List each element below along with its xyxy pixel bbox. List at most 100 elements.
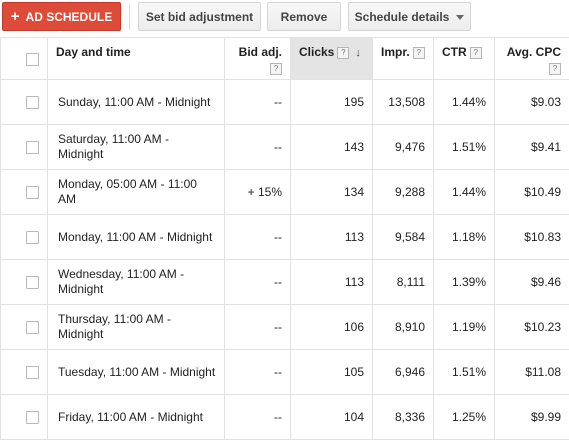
- bid-adj-cell[interactable]: --: [225, 350, 291, 395]
- table-row: Saturday, 11:00 AM - Midnight -- 143 9,4…: [1, 125, 569, 170]
- ctr-cell: 1.51%: [434, 350, 495, 395]
- row-checkbox[interactable]: [26, 366, 39, 379]
- help-icon[interactable]: ?: [549, 63, 561, 75]
- row-checkbox[interactable]: [26, 141, 39, 154]
- bid-adj-cell[interactable]: --: [225, 305, 291, 350]
- row-checkbox-cell: [1, 170, 48, 215]
- avg-cpc-cell: $11.08: [495, 350, 569, 395]
- table-row: Monday, 11:00 AM - Midnight -- 113 9,584…: [1, 215, 569, 260]
- help-icon[interactable]: ?: [270, 63, 282, 75]
- select-all-checkbox[interactable]: [26, 53, 39, 66]
- clicks-cell: 104: [291, 395, 373, 440]
- table-row: Wednesday, 11:00 AM - Midnight -- 113 8,…: [1, 260, 569, 305]
- ctr-cell: 1.44%: [434, 170, 495, 215]
- toolbar-divider: [129, 4, 130, 30]
- day-time-cell: Friday, 11:00 AM - Midnight: [48, 395, 225, 440]
- plus-icon: +: [11, 9, 20, 24]
- row-checkbox-cell: [1, 395, 48, 440]
- row-checkbox-cell: [1, 215, 48, 260]
- bid-adj-cell[interactable]: --: [225, 260, 291, 305]
- impr-cell: 9,288: [373, 170, 434, 215]
- ad-schedule-table: Day and time Bid adj. ? Clicks?↓ Impr.? …: [0, 37, 569, 440]
- help-icon[interactable]: ?: [470, 47, 482, 59]
- ctr-cell: 1.25%: [434, 395, 495, 440]
- day-time-cell: Thursday, 11:00 AM - Midnight: [48, 305, 225, 350]
- avg-cpc-cell: $10.23: [495, 305, 569, 350]
- clicks-cell: 106: [291, 305, 373, 350]
- table-row: Monday, 05:00 AM - 11:00 AM + 15% 134 9,…: [1, 170, 569, 215]
- bid-adj-header-label: Bid adj.: [233, 45, 282, 59]
- clicks-cell: 113: [291, 260, 373, 305]
- row-checkbox[interactable]: [26, 411, 39, 424]
- avg-cpc-cell: $10.49: [495, 170, 569, 215]
- bid-adj-cell[interactable]: --: [225, 215, 291, 260]
- row-checkbox[interactable]: [26, 96, 39, 109]
- select-all-cell: [1, 38, 48, 80]
- clicks-cell: 195: [291, 80, 373, 125]
- row-checkbox-cell: [1, 260, 48, 305]
- column-header-clicks[interactable]: Clicks? ↓: [291, 38, 373, 80]
- bid-adj-cell[interactable]: --: [225, 395, 291, 440]
- clicks-cell: 134: [291, 170, 373, 215]
- add-schedule-button[interactable]: + AD SCHEDULE: [2, 2, 121, 31]
- help-icon[interactable]: ?: [337, 47, 349, 59]
- column-header-day-time[interactable]: Day and time: [48, 38, 225, 80]
- day-time-cell: Monday, 11:00 AM - Midnight: [48, 215, 225, 260]
- row-checkbox-cell: [1, 350, 48, 395]
- day-time-header-label: Day and time: [56, 45, 131, 59]
- row-checkbox[interactable]: [26, 186, 39, 199]
- row-checkbox[interactable]: [26, 321, 39, 334]
- avg-cpc-cell: $9.46: [495, 260, 569, 305]
- ctr-header-label: CTR: [442, 45, 467, 59]
- clicks-header-label: Clicks: [299, 45, 334, 59]
- impr-cell: 13,508: [373, 80, 434, 125]
- impr-cell: 8,111: [373, 260, 434, 305]
- chevron-down-icon: [456, 15, 464, 20]
- impr-cell: 8,910: [373, 305, 434, 350]
- toolbar: + AD SCHEDULE Set bid adjustment Remove …: [0, 0, 569, 36]
- help-icon[interactable]: ?: [413, 47, 425, 59]
- ctr-cell: 1.39%: [434, 260, 495, 305]
- sort-descending-icon: ↓: [355, 47, 361, 59]
- table-row: Sunday, 11:00 AM - Midnight -- 195 13,50…: [1, 80, 569, 125]
- clicks-cell: 113: [291, 215, 373, 260]
- impr-cell: 9,476: [373, 125, 434, 170]
- clicks-cell: 143: [291, 125, 373, 170]
- header-row: Day and time Bid adj. ? Clicks?↓ Impr.? …: [1, 38, 569, 80]
- ctr-cell: 1.44%: [434, 80, 495, 125]
- column-header-bid-adj[interactable]: Bid adj. ?: [225, 38, 291, 80]
- table-row: Thursday, 11:00 AM - Midnight -- 106 8,9…: [1, 305, 569, 350]
- day-time-cell: Monday, 05:00 AM - 11:00 AM: [48, 170, 225, 215]
- clicks-cell: 105: [291, 350, 373, 395]
- bid-adj-cell[interactable]: --: [225, 80, 291, 125]
- add-schedule-label: AD SCHEDULE: [26, 10, 113, 24]
- ctr-cell: 1.19%: [434, 305, 495, 350]
- impr-header-label: Impr.: [381, 45, 410, 59]
- remove-label: Remove: [281, 10, 328, 24]
- schedule-details-dropdown[interactable]: Schedule details: [348, 2, 471, 31]
- schedule-details-label: Schedule details: [355, 10, 450, 24]
- day-time-cell: Tuesday, 11:00 AM - Midnight: [48, 350, 225, 395]
- bid-adj-cell[interactable]: + 15%: [225, 170, 291, 215]
- row-checkbox-cell: [1, 80, 48, 125]
- day-time-cell: Saturday, 11:00 AM - Midnight: [48, 125, 225, 170]
- bid-adj-cell[interactable]: --: [225, 125, 291, 170]
- column-header-impr[interactable]: Impr.?: [373, 38, 434, 80]
- impr-cell: 9,584: [373, 215, 434, 260]
- row-checkbox[interactable]: [26, 276, 39, 289]
- row-checkbox[interactable]: [26, 231, 39, 244]
- avg-cpc-cell: $9.99: [495, 395, 569, 440]
- table-row: Friday, 11:00 AM - Midnight -- 104 8,336…: [1, 395, 569, 440]
- column-header-avg-cpc[interactable]: Avg. CPC ?: [495, 38, 569, 80]
- column-header-ctr[interactable]: CTR?: [434, 38, 495, 80]
- day-time-cell: Sunday, 11:00 AM - Midnight: [48, 80, 225, 125]
- set-bid-adjustment-label: Set bid adjustment: [146, 10, 253, 24]
- set-bid-adjustment-button[interactable]: Set bid adjustment: [138, 2, 261, 31]
- avg-cpc-header-label: Avg. CPC: [503, 45, 561, 59]
- impr-cell: 8,336: [373, 395, 434, 440]
- avg-cpc-cell: $9.03: [495, 80, 569, 125]
- avg-cpc-cell: $9.41: [495, 125, 569, 170]
- avg-cpc-cell: $10.83: [495, 215, 569, 260]
- row-checkbox-cell: [1, 305, 48, 350]
- remove-button[interactable]: Remove: [267, 2, 341, 31]
